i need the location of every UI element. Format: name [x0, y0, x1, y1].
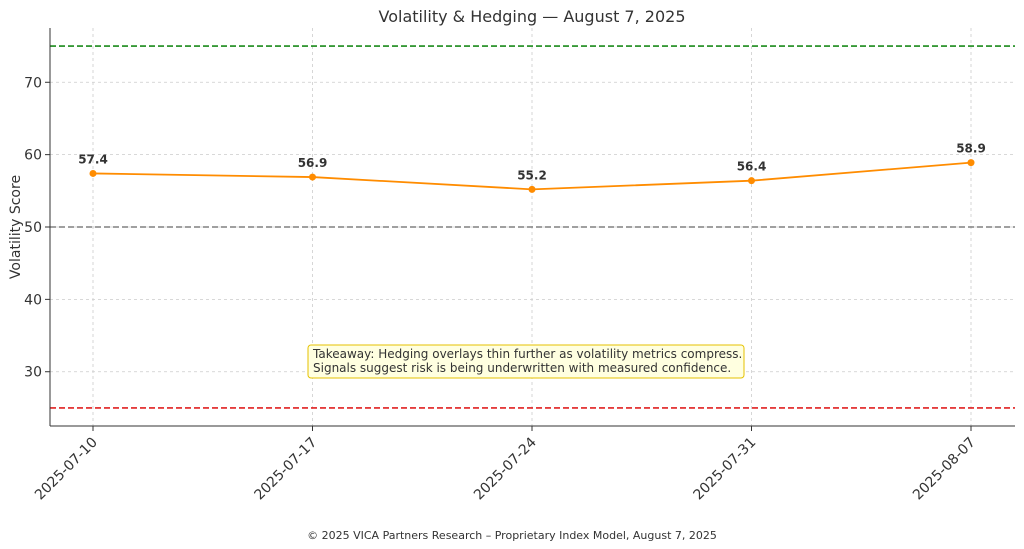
y-tick-label: 40: [24, 292, 42, 308]
takeaway-annotation: Takeaway: Hedging overlays thin further …: [307, 344, 745, 379]
annotation-box: [307, 344, 745, 379]
y-tick-label: 50: [24, 220, 42, 236]
reference-lines: [50, 45, 1015, 409]
series-layer: 57.4 56.9 55.2 56.4 58.9: [78, 142, 986, 193]
chart-title: Volatility & Hedging — August 7, 2025: [379, 7, 686, 26]
x-tick-label: 2025-07-31: [690, 435, 759, 504]
x-tick-labels: 2025-07-10 2025-07-17 2025-07-24 2025-07-31…: [32, 434, 979, 503]
x-tick-label: 2025-08-07: [910, 435, 979, 504]
y-tick-label: 60: [24, 148, 42, 164]
annotation-line-1: Takeaway: Hedging overlays thin further …: [312, 347, 742, 361]
data-label: 55.2: [517, 168, 547, 182]
y-axis-label: Volatility Score: [8, 175, 24, 279]
x-tick-label: 2025-07-10: [32, 435, 101, 504]
data-label: 58.9: [956, 142, 986, 156]
annotation-line-2: Signals suggest risk is being underwritt…: [313, 361, 731, 375]
footer-copyright: © 2025 VICA Partners Research – Propriet…: [307, 529, 717, 542]
y-tick-labels: 30 40 50 60 70: [24, 75, 42, 380]
axes: [45, 28, 1015, 431]
data-label: 56.9: [298, 156, 328, 170]
data-label: 56.4: [737, 160, 767, 174]
x-tick-label: 2025-07-17: [251, 435, 320, 504]
data-point: [748, 177, 755, 185]
data-point: [89, 169, 97, 177]
x-tick-label: 2025-07-24: [471, 434, 540, 503]
y-tick-label: 30: [24, 365, 42, 381]
y-tick-label: 70: [24, 75, 42, 91]
data-point: [528, 185, 536, 193]
data-point: [309, 173, 316, 181]
data-point: [967, 159, 975, 167]
data-label: 57.4: [78, 152, 108, 166]
